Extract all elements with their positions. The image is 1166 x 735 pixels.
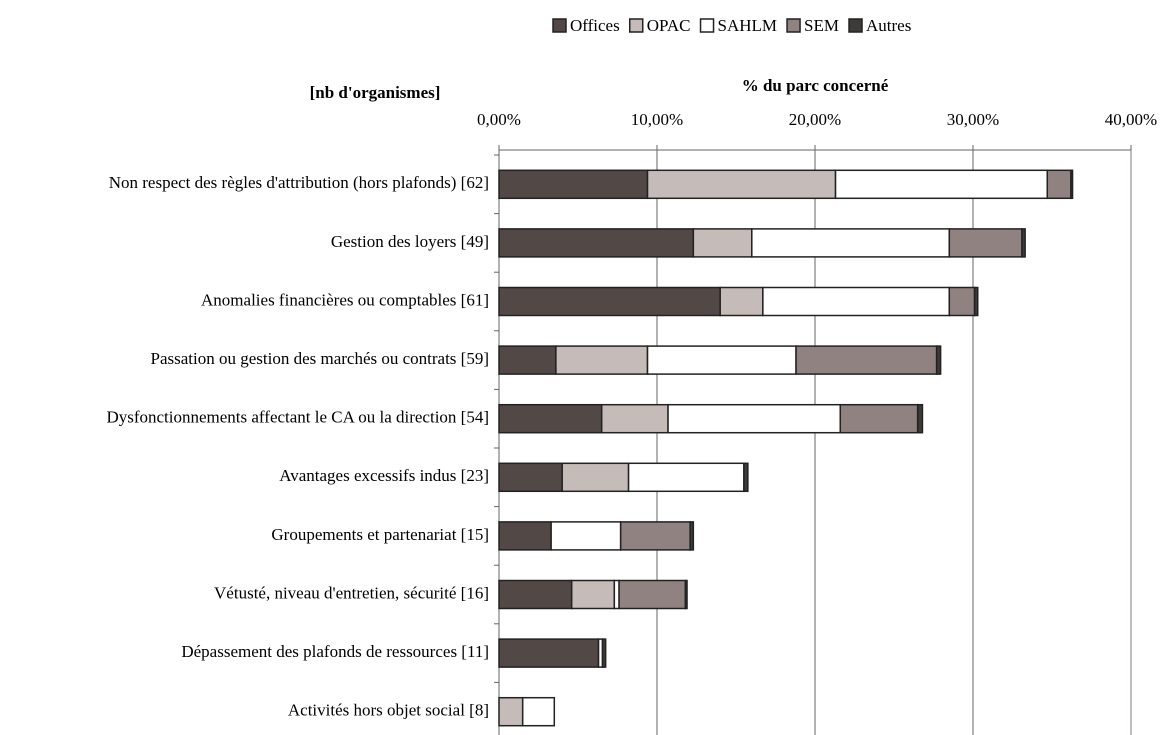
y-tick-label: Dépassement des plafonds de ressources [… — [181, 642, 489, 661]
bar-segment — [600, 403, 669, 434]
bar-segment — [743, 462, 749, 493]
bar-segment — [498, 696, 524, 727]
bar-segment — [689, 521, 695, 551]
legend-swatch — [786, 18, 801, 33]
bar-segment — [684, 579, 688, 610]
bar-segment — [521, 696, 556, 727]
legend-label: Autres — [866, 16, 911, 35]
x-tick-label: 30,00% — [947, 110, 999, 129]
y-tick-label: Vétusté, niveau d'entretien, sécurité [1… — [214, 583, 489, 602]
bar-segment — [948, 286, 976, 317]
bar-segment — [948, 228, 1023, 258]
bar-segment — [498, 638, 600, 668]
bar-segment — [570, 579, 616, 610]
legend-label: SEM — [804, 16, 839, 35]
bar-segment — [834, 169, 1049, 200]
bar-segment — [646, 169, 837, 200]
bar-segment — [498, 345, 557, 375]
bar-segment — [795, 345, 938, 375]
bar-segment — [627, 462, 745, 493]
legend-swatch — [628, 18, 644, 33]
bar-segment — [498, 169, 649, 200]
bar-segment — [1021, 228, 1026, 258]
bar-segment — [935, 345, 942, 375]
x-tick-label: 10,00% — [631, 110, 683, 129]
legend-swatch — [699, 18, 715, 33]
bar-segment — [498, 462, 563, 493]
bar-segment — [916, 403, 924, 434]
bar-segment — [1070, 169, 1074, 200]
legend-swatch — [848, 18, 863, 33]
y-tick-label: Groupements et partenariat [15] — [271, 525, 489, 544]
bar-segment — [550, 521, 622, 551]
bar-segment — [601, 638, 607, 668]
bar-segment — [619, 521, 691, 551]
legend-label: OPAC — [647, 16, 691, 35]
bar-segment — [618, 579, 687, 610]
legend-label: SAHLM — [718, 16, 778, 35]
bar-segment — [692, 228, 753, 258]
y-tick-label: Passation ou gestion des marchés ou cont… — [150, 349, 489, 368]
bar-segment — [839, 403, 919, 434]
legend-label: Offices — [570, 16, 620, 35]
bar-segment — [498, 579, 573, 610]
bar-segment — [973, 286, 979, 317]
y-tick-label: Anomalies financières ou comptables [61] — [201, 290, 489, 309]
y-tick-label: Gestion des loyers [49] — [331, 232, 489, 251]
chart-title: % du parc concerné — [742, 76, 889, 95]
y-tick-label: Dysfonctionnements affectant le CA ou la… — [106, 408, 489, 427]
bar-segment — [762, 286, 951, 317]
y-tick-label: Activités hors objet social [8] — [288, 701, 489, 720]
bar-segment — [555, 345, 649, 375]
bar-segment — [498, 521, 552, 551]
x-tick-label: 20,00% — [789, 110, 841, 129]
x-tick-label: 0,00% — [477, 110, 521, 129]
bar-segment — [751, 228, 951, 258]
y-axis-title: [nb d'organismes] — [310, 83, 441, 102]
y-tick-label: Non respect des règles d'attribution (ho… — [109, 173, 489, 192]
x-tick-label: 40,00% — [1105, 110, 1157, 129]
bar-segment — [719, 286, 764, 317]
y-tick-label: Avantages excessifs indus [23] — [279, 466, 489, 485]
bar-segment — [498, 286, 721, 317]
bar-segment — [667, 403, 842, 434]
bar-segment — [1046, 169, 1072, 200]
bar-segment — [646, 345, 797, 375]
bar-segment — [498, 228, 695, 258]
bar-segment — [498, 403, 603, 434]
legend-swatch — [552, 18, 567, 33]
bar-segment — [561, 462, 630, 493]
